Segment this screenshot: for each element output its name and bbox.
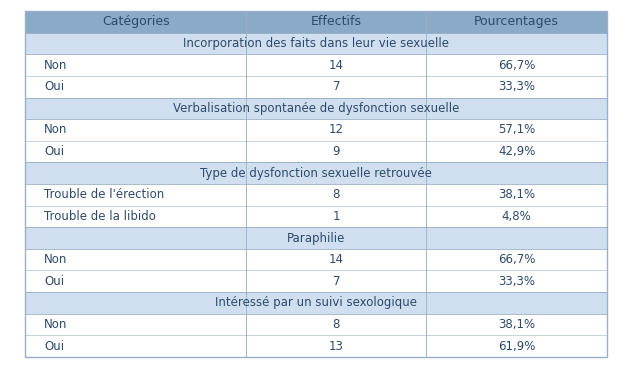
Text: 14: 14 bbox=[329, 59, 344, 72]
Bar bbox=[25, 184, 607, 206]
Bar bbox=[25, 270, 607, 292]
Text: 12: 12 bbox=[329, 123, 344, 137]
Bar bbox=[25, 33, 607, 54]
Text: Oui: Oui bbox=[44, 340, 64, 353]
Text: Non: Non bbox=[44, 318, 68, 331]
Text: Oui: Oui bbox=[44, 145, 64, 158]
Text: 66,7%: 66,7% bbox=[498, 59, 535, 72]
Bar bbox=[25, 119, 607, 141]
Bar bbox=[25, 227, 607, 249]
Bar bbox=[25, 11, 607, 33]
Text: Oui: Oui bbox=[44, 275, 64, 288]
Bar bbox=[25, 249, 607, 270]
Text: Pourcentages: Pourcentages bbox=[474, 15, 559, 28]
Text: Effectifs: Effectifs bbox=[311, 15, 362, 28]
Text: Verbalisation spontanée de dysfonction sexuelle: Verbalisation spontanée de dysfonction s… bbox=[173, 102, 459, 115]
Text: 38,1%: 38,1% bbox=[498, 318, 535, 331]
Text: Oui: Oui bbox=[44, 80, 64, 93]
Bar bbox=[25, 292, 607, 314]
Text: 7: 7 bbox=[332, 275, 340, 288]
Text: 38,1%: 38,1% bbox=[498, 188, 535, 201]
Bar bbox=[25, 314, 607, 335]
Text: Intéressé par un suivi sexologique: Intéressé par un suivi sexologique bbox=[215, 296, 417, 309]
Text: Non: Non bbox=[44, 59, 68, 72]
Bar bbox=[25, 335, 607, 357]
Text: 8: 8 bbox=[332, 318, 340, 331]
Text: 33,3%: 33,3% bbox=[498, 275, 535, 288]
Text: Trouble de la libido: Trouble de la libido bbox=[44, 210, 156, 223]
Bar bbox=[25, 76, 607, 98]
Text: 7: 7 bbox=[332, 80, 340, 93]
Bar bbox=[25, 54, 607, 76]
Text: 57,1%: 57,1% bbox=[498, 123, 535, 137]
Bar bbox=[25, 141, 607, 162]
Text: Non: Non bbox=[44, 123, 68, 137]
Text: 33,3%: 33,3% bbox=[498, 80, 535, 93]
Text: 42,9%: 42,9% bbox=[498, 145, 535, 158]
Text: Paraphilie: Paraphilie bbox=[287, 231, 345, 245]
Text: 66,7%: 66,7% bbox=[498, 253, 535, 266]
Text: 4,8%: 4,8% bbox=[502, 210, 532, 223]
Text: 1: 1 bbox=[332, 210, 340, 223]
Text: 8: 8 bbox=[332, 188, 340, 201]
Text: 13: 13 bbox=[329, 340, 344, 353]
Text: 61,9%: 61,9% bbox=[498, 340, 535, 353]
Text: 14: 14 bbox=[329, 253, 344, 266]
Text: Type de dysfonction sexuelle retrouvée: Type de dysfonction sexuelle retrouvée bbox=[200, 167, 432, 180]
Bar bbox=[25, 206, 607, 227]
Text: Non: Non bbox=[44, 253, 68, 266]
Text: Catégories: Catégories bbox=[102, 15, 169, 28]
Text: Incorporation des faits dans leur vie sexuelle: Incorporation des faits dans leur vie se… bbox=[183, 37, 449, 50]
Text: Trouble de l'érection: Trouble de l'érection bbox=[44, 188, 164, 201]
Bar bbox=[25, 162, 607, 184]
Bar bbox=[25, 98, 607, 119]
Text: 9: 9 bbox=[332, 145, 340, 158]
